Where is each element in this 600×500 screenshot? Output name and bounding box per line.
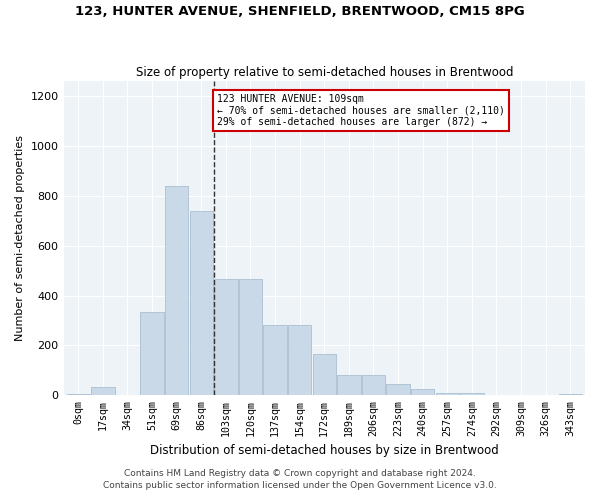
Bar	[140, 312, 164, 396]
Text: 123, HUNTER AVENUE, SHENFIELD, BRENTWOOD, CM15 8PG: 123, HUNTER AVENUE, SHENFIELD, BRENTWOOD…	[75, 5, 525, 18]
X-axis label: Distribution of semi-detached houses by size in Brentwood: Distribution of semi-detached houses by …	[150, 444, 499, 458]
Bar	[386, 384, 410, 396]
Bar	[509, 394, 533, 396]
Bar	[239, 280, 262, 396]
Bar	[263, 326, 287, 396]
Bar	[67, 394, 90, 396]
Bar	[362, 376, 385, 396]
Bar	[190, 210, 213, 396]
Bar	[460, 393, 484, 396]
Bar	[91, 386, 115, 396]
Bar	[411, 389, 434, 396]
Bar	[313, 354, 336, 396]
Title: Size of property relative to semi-detached houses in Brentwood: Size of property relative to semi-detach…	[136, 66, 513, 78]
Text: Contains HM Land Registry data © Crown copyright and database right 2024.
Contai: Contains HM Land Registry data © Crown c…	[103, 469, 497, 490]
Bar	[534, 394, 557, 396]
Bar	[288, 326, 311, 396]
Bar	[214, 280, 238, 396]
Bar	[165, 186, 188, 396]
Bar	[485, 394, 508, 396]
Bar	[337, 376, 361, 396]
Bar	[559, 394, 582, 396]
Y-axis label: Number of semi-detached properties: Number of semi-detached properties	[15, 135, 25, 341]
Bar	[436, 393, 459, 396]
Text: 123 HUNTER AVENUE: 109sqm
← 70% of semi-detached houses are smaller (2,110)
29% : 123 HUNTER AVENUE: 109sqm ← 70% of semi-…	[217, 94, 505, 126]
